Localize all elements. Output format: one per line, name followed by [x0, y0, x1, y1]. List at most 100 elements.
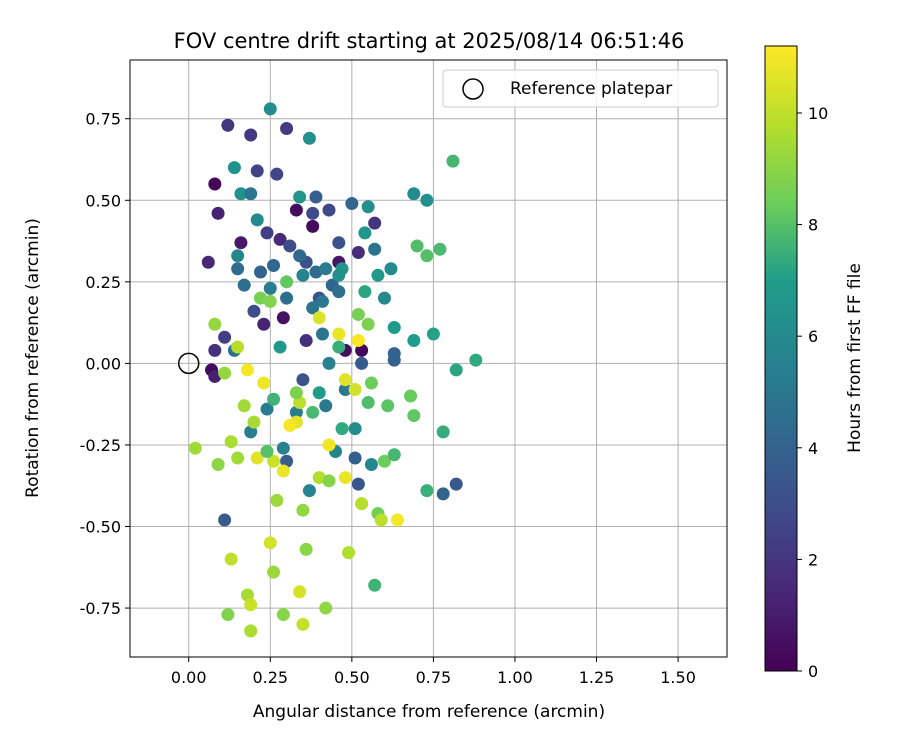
grid-lines: [130, 60, 727, 657]
data-point: [358, 226, 372, 240]
data-point: [407, 187, 421, 201]
colorbar-tick-label: 6: [808, 327, 818, 346]
data-point: [309, 265, 323, 279]
data-point: [319, 399, 333, 413]
data-point: [250, 164, 264, 178]
data-point: [368, 578, 382, 592]
data-point: [289, 203, 303, 217]
data-point: [306, 219, 320, 233]
y-tick-label: 0.25: [85, 273, 121, 292]
data-point: [208, 343, 222, 357]
data-point: [348, 451, 362, 465]
data-point: [244, 425, 258, 439]
data-point: [218, 366, 232, 380]
data-point: [280, 291, 294, 305]
data-point: [469, 353, 483, 367]
data-point: [260, 402, 274, 416]
data-point: [227, 161, 241, 175]
data-point: [260, 444, 274, 458]
data-point: [361, 200, 375, 214]
data-point: [407, 334, 421, 348]
data-point: [335, 422, 349, 436]
colorbar-tick-label: 2: [808, 550, 818, 569]
data-point: [302, 131, 316, 145]
chart-title: FOV centre drift starting at 2025/08/14 …: [174, 29, 685, 53]
data-point: [201, 255, 215, 269]
data-point: [250, 451, 264, 465]
data-point: [289, 386, 303, 400]
data-point: [387, 321, 401, 335]
data-point: [263, 102, 277, 116]
data-point: [351, 307, 365, 321]
x-tick-label: 0.25: [252, 668, 288, 687]
data-point: [221, 118, 235, 132]
data-point: [361, 396, 375, 410]
data-point: [280, 122, 294, 136]
data-point: [348, 382, 362, 396]
x-tick-label: 1.25: [579, 668, 615, 687]
y-tick-label: -0.25: [80, 436, 121, 455]
data-point: [208, 177, 222, 191]
data-point: [280, 454, 294, 468]
data-point: [240, 363, 254, 377]
data-point: [306, 206, 320, 220]
data-point: [407, 409, 421, 423]
data-point: [355, 497, 369, 511]
legend-box: [442, 69, 719, 108]
data-point: [426, 327, 440, 341]
data-point: [410, 239, 424, 253]
data-point: [322, 438, 336, 452]
data-point: [377, 454, 391, 468]
data-point: [332, 327, 346, 341]
data-point: [322, 356, 336, 370]
x-tick-label: 1.00: [497, 668, 533, 687]
colorbar-tick-label: 10: [808, 104, 828, 123]
data-point: [267, 454, 281, 468]
data-point: [231, 249, 245, 263]
data-point: [293, 396, 307, 410]
data-point: [247, 415, 261, 429]
data-point: [364, 376, 378, 390]
data-point: [276, 441, 290, 455]
data-point: [368, 216, 382, 230]
axis-ticks: 0.00 0.25 0.50 0.75 1.00 1.25 1.50 -0.75 -0.50 -0…: [80, 110, 696, 687]
data-point: [234, 187, 248, 201]
data-point: [293, 190, 307, 204]
data-point: [332, 285, 346, 299]
data-point: [404, 389, 418, 403]
data-point: [276, 311, 290, 325]
data-point: [309, 190, 323, 204]
data-point: [436, 487, 450, 501]
data-point: [231, 340, 245, 354]
data-point: [355, 356, 369, 370]
data-point: [391, 513, 405, 527]
colorbar: [764, 45, 798, 672]
data-point: [250, 213, 264, 227]
data-point: [260, 226, 274, 240]
data-point: [276, 464, 290, 478]
data-point: [253, 291, 267, 305]
data-point: [306, 301, 320, 315]
data-point: [358, 285, 372, 299]
data-point: [368, 242, 382, 256]
data-point: [351, 334, 365, 348]
data-point: [289, 405, 303, 419]
data-point: [315, 294, 329, 308]
data-point: [302, 484, 316, 498]
y-tick-label: -0.50: [80, 518, 121, 537]
plot-frame: [129, 59, 728, 658]
data-point: [244, 624, 258, 638]
data-point: [377, 291, 391, 305]
legend: Reference platepar: [442, 69, 719, 108]
data-point: [218, 330, 232, 344]
data-point: [315, 327, 329, 341]
data-point: [293, 249, 307, 263]
data-point: [221, 608, 235, 622]
data-point: [237, 278, 251, 292]
data-point: [332, 236, 346, 250]
data-point: [449, 363, 463, 377]
data-point: [446, 154, 460, 168]
data-point: [322, 474, 336, 488]
data-point: [244, 187, 258, 201]
